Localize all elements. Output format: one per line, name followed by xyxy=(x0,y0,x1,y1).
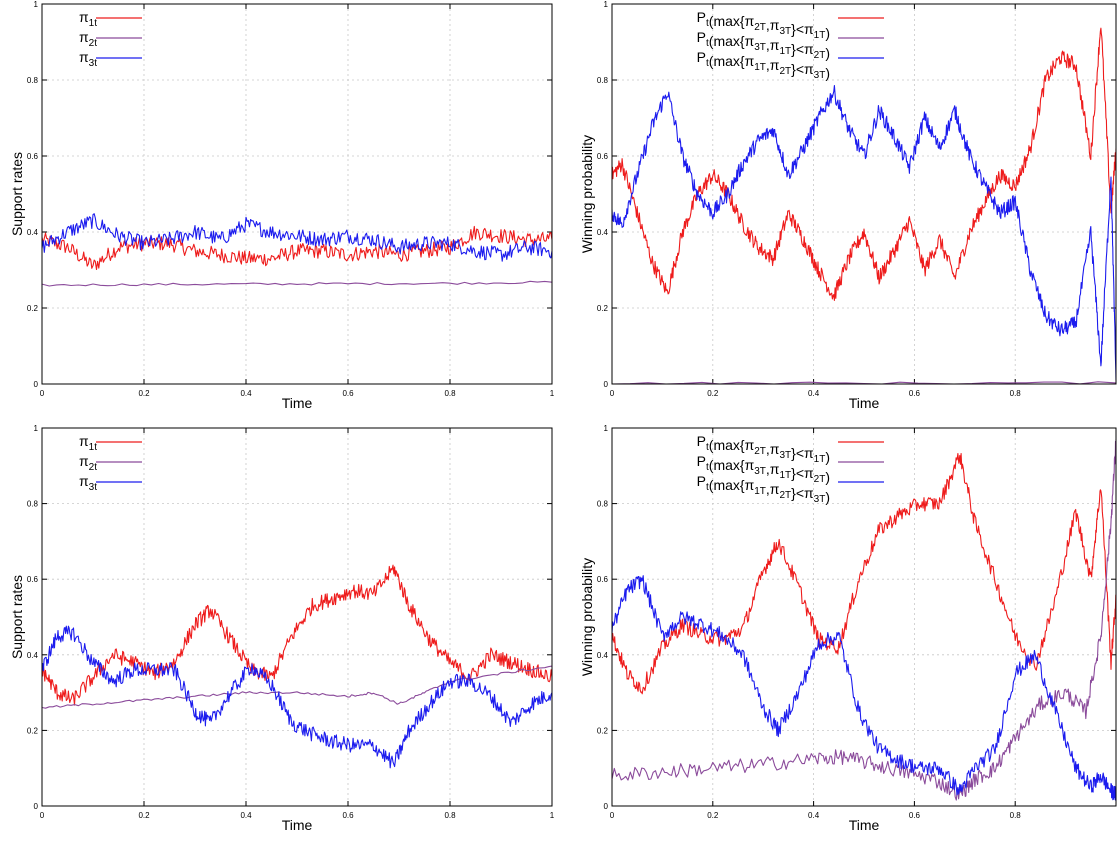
y-axis-label: Support rates xyxy=(9,152,25,236)
x-axis-label: Time xyxy=(282,817,313,833)
legend: Pt(max{π2T,π3T}<π1T)Pt(max{π3T,π1T}<π2T)… xyxy=(697,433,884,505)
legend-label-1: Pt(max{π2T,π3T}<π1T) xyxy=(697,433,830,465)
legend-label-3: Pt(max{π1T,π2T}<π3T) xyxy=(697,49,830,81)
x-tick-label: 1 xyxy=(550,811,555,820)
chart-panel-1: 0 0.2 0.4 0.6 0.8 1 0 0.2 0.4 0.6 0.8 1 Time Support … xyxy=(9,0,555,411)
y-tick-label: 1 xyxy=(34,0,39,9)
x-tick-label: 0.2 xyxy=(138,389,150,398)
x-tick-label: 0 xyxy=(610,811,615,820)
chart-panel-3: 0 0.2 0.4 0.6 0.8 1 0 0.2 0.4 0.6 0.8 1 Time Support … xyxy=(9,424,555,833)
x-axis-label: Time xyxy=(849,395,880,411)
y-tick-label: 0.4 xyxy=(597,228,609,237)
series-line-1 xyxy=(42,564,552,706)
x-tick-label: 0.2 xyxy=(707,811,719,820)
legend-label-1: π1t xyxy=(79,9,97,29)
legend: Pt(max{π2T,π3T}<π1T)Pt(max{π3T,π1T}<π2T)… xyxy=(697,9,884,81)
legend-label-3: π3t xyxy=(79,49,97,69)
x-axis-label: Time xyxy=(849,817,880,833)
x-tick-label: 0.8 xyxy=(444,811,456,820)
series-line-1 xyxy=(42,225,552,271)
legend-label-1: Pt(max{π2T,π3T}<π1T) xyxy=(697,9,830,41)
y-tick-label: 0 xyxy=(34,380,39,389)
legend-label-2: Pt(max{π3T,π1T}<π2T) xyxy=(697,453,830,485)
legend-label-1: π1t xyxy=(79,433,97,453)
y-tick-label: 0 xyxy=(604,802,609,811)
y-tick-label: 0.8 xyxy=(597,76,609,85)
x-tick-label: 0.6 xyxy=(342,389,354,398)
plot-frame xyxy=(41,427,553,807)
legend-label-2: Pt(max{π3T,π1T}<π2T) xyxy=(697,29,830,61)
x-tick-label: 0.4 xyxy=(808,811,820,820)
series-line-2 xyxy=(42,665,552,709)
legend-label-2: π2t xyxy=(79,453,97,473)
series-line-3 xyxy=(42,625,552,769)
series-group xyxy=(42,213,552,287)
y-tick-label: 0.2 xyxy=(27,304,39,313)
y-tick-label: 1 xyxy=(34,424,39,433)
series-group xyxy=(612,439,1116,801)
x-tick-label: 0 xyxy=(40,389,45,398)
y-tick-label: 0.6 xyxy=(597,152,609,161)
y-tick-label: 0.4 xyxy=(27,228,39,237)
series-line-2 xyxy=(42,280,552,287)
y-tick-label: 0.8 xyxy=(597,500,609,509)
y-tick-label: 0 xyxy=(604,380,609,389)
plot-frame xyxy=(611,427,1117,807)
x-tick-label: 0.8 xyxy=(1010,389,1022,398)
series-group xyxy=(612,27,1116,384)
y-tick-label: 1 xyxy=(604,424,609,433)
x-tick-label: 0.6 xyxy=(909,811,921,820)
y-tick-label: 0.4 xyxy=(27,651,39,660)
legend-label-2: π2t xyxy=(79,29,97,49)
series-line-1 xyxy=(612,27,1116,301)
y-tick-label: 0.4 xyxy=(597,651,609,660)
y-tick-label: 0.6 xyxy=(27,152,39,161)
x-tick-label: 0.8 xyxy=(444,389,456,398)
y-tick-label: 0.8 xyxy=(27,76,39,85)
plot-frame xyxy=(41,3,553,385)
y-axis-label: Winning probability xyxy=(579,558,595,676)
series-line-3 xyxy=(612,85,1116,381)
series-line-1 xyxy=(612,452,1116,695)
y-tick-label: 0.6 xyxy=(27,575,39,584)
x-tick-label: 0.6 xyxy=(909,389,921,398)
x-tick-label: 0.8 xyxy=(1010,811,1022,820)
y-tick-label: 0.2 xyxy=(597,304,609,313)
series-line-3 xyxy=(612,575,1116,801)
chart-panel-4: 0 0.2 0.4 0.6 0.8 0 0.2 0.4 0.6 0.8 1 Time Winning p… xyxy=(579,424,1117,833)
x-tick-label: 0.6 xyxy=(342,811,354,820)
y-tick-label: 0.8 xyxy=(27,500,39,509)
y-tick-label: 1 xyxy=(604,0,609,9)
x-tick-label: 0 xyxy=(40,811,45,820)
x-tick-label: 1 xyxy=(550,389,555,398)
x-tick-label: 0.4 xyxy=(240,389,252,398)
x-tick-label: 0.4 xyxy=(808,389,820,398)
y-axis-label: Support rates xyxy=(9,575,25,659)
x-tick-label: 0 xyxy=(610,389,615,398)
y-tick-label: 0.2 xyxy=(597,726,609,735)
series-line-3 xyxy=(42,213,552,262)
legend-label-3: π3t xyxy=(79,473,97,493)
y-tick-label: 0.6 xyxy=(597,575,609,584)
plot-frame xyxy=(611,3,1117,385)
x-axis-label: Time xyxy=(282,395,313,411)
x-tick-label: 0.4 xyxy=(240,811,252,820)
y-tick-label: 0 xyxy=(34,802,39,811)
x-tick-label: 0.2 xyxy=(707,389,719,398)
legend-label-3: Pt(max{π1T,π2T}<π3T) xyxy=(697,473,830,505)
series-group xyxy=(42,564,552,769)
x-tick-label: 0.2 xyxy=(138,811,150,820)
chart-panel-2: 0 0.2 0.4 0.6 0.8 0 0.2 0.4 0.6 0.8 1 Time Winning p… xyxy=(579,0,1117,411)
y-tick-label: 0.2 xyxy=(27,726,39,735)
y-axis-label: Winning probability xyxy=(579,135,595,253)
